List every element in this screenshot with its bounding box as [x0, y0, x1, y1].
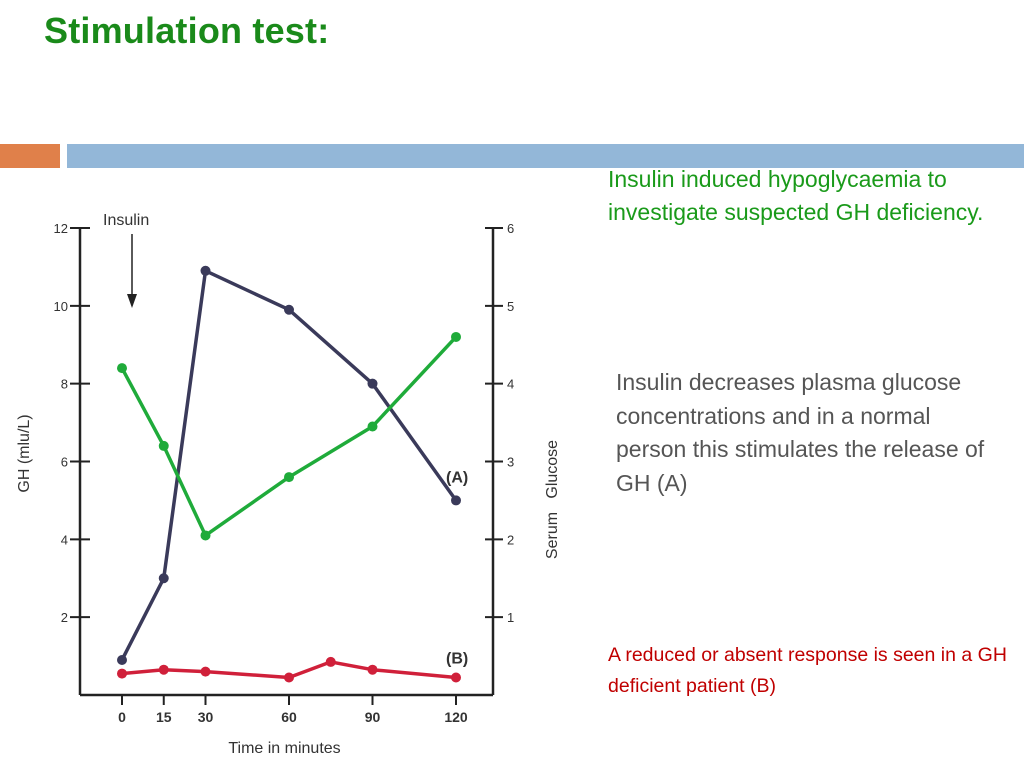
- y-tick-label: 10: [54, 299, 68, 314]
- x-axis-label: Time in minutes: [228, 740, 340, 757]
- y-tick-label: 6: [61, 455, 68, 470]
- slide-title: Stimulation test:: [44, 10, 330, 51]
- y2-tick-label: 3: [507, 455, 514, 470]
- data-point-b: [325, 656, 336, 667]
- data-point-glucose: [200, 530, 211, 541]
- data-point-a: [284, 304, 294, 315]
- insulin-arrow-head: [127, 294, 137, 308]
- series-line-a: [120, 269, 458, 661]
- data-point-glucose: [284, 472, 294, 483]
- data-point-b: [367, 664, 378, 675]
- note-insulin-hypoglycaemia: Insulin induced hypoglycaemia to investi…: [608, 166, 984, 225]
- y-tick-label: 8: [61, 377, 68, 392]
- x-tick-label: 90: [365, 709, 381, 725]
- x-tick-label: 120: [444, 709, 468, 725]
- data-point-a: [200, 265, 211, 276]
- y2-tick-label: 1: [507, 610, 514, 625]
- series-label-b: (B): [446, 650, 468, 667]
- accent-bar-blue: [67, 144, 1024, 168]
- data-point-b: [284, 672, 294, 683]
- data-point-a: [117, 654, 127, 665]
- y2-tick-label: 5: [507, 299, 514, 314]
- x-tick-label: 15: [156, 709, 172, 725]
- data-point-glucose: [158, 440, 169, 451]
- y-axis-label: GH (mlu/L): [16, 414, 33, 492]
- series-label-a: (A): [446, 469, 468, 486]
- accent-bar-orange: [0, 144, 60, 168]
- series-line-glucose: [120, 335, 458, 538]
- y2-axis-label: Serum Glucose: [544, 440, 561, 559]
- y2-tick-label: 2: [507, 532, 514, 547]
- data-point-b: [200, 666, 211, 677]
- data-point-glucose: [117, 363, 127, 374]
- y-tick-label: 12: [54, 221, 68, 236]
- x-tick-label: 60: [281, 709, 297, 725]
- insulin-annotation-label: Insulin: [103, 212, 149, 229]
- x-tick-label: 0: [118, 709, 126, 725]
- y-tick-label: 4: [61, 532, 68, 547]
- data-point-b: [158, 664, 169, 675]
- data-point-a: [367, 378, 378, 389]
- data-point-glucose: [367, 421, 378, 432]
- data-point-b: [117, 668, 127, 679]
- data-point-a: [451, 495, 461, 506]
- data-point-b: [451, 672, 461, 683]
- y-tick-label: 2: [61, 610, 68, 625]
- y2-tick-label: 6: [507, 221, 514, 236]
- data-point-a: [158, 573, 169, 584]
- note-gh-deficient-response: A reduced or absent response is seen in …: [608, 644, 1007, 697]
- data-point-glucose: [451, 331, 461, 342]
- y2-tick-label: 4: [507, 377, 514, 392]
- x-tick-label: 30: [198, 709, 214, 725]
- note-insulin-glucose-response: Insulin decreases plasma glucose concent…: [616, 369, 985, 496]
